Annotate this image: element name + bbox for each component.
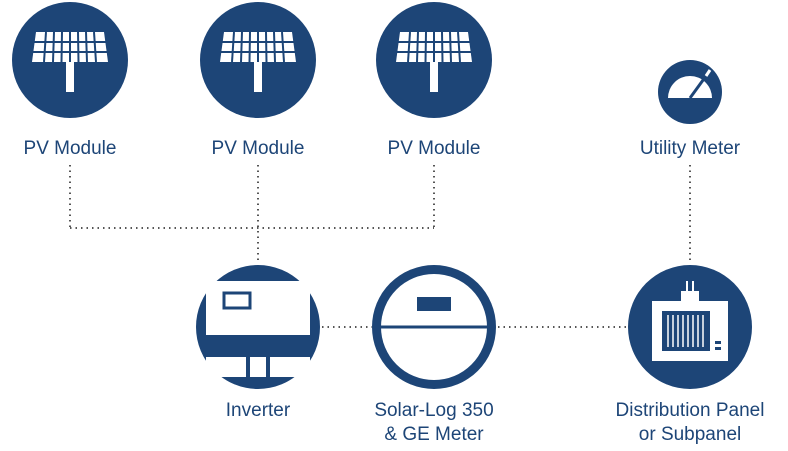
node-label: or Subpanel bbox=[639, 424, 741, 445]
node-label: & GE Meter bbox=[384, 424, 484, 445]
node-label: Inverter bbox=[226, 400, 291, 421]
distribution-panel-icon bbox=[628, 265, 752, 389]
pv-module-icon bbox=[200, 2, 316, 118]
utility-meter-icon bbox=[658, 60, 722, 124]
node-label: PV Module bbox=[388, 138, 481, 159]
solar-log-icon bbox=[372, 265, 496, 389]
inverter-icon bbox=[196, 265, 320, 389]
node-label: PV Module bbox=[212, 138, 305, 159]
node-label: Utility Meter bbox=[640, 138, 741, 159]
pv-module-icon bbox=[376, 2, 492, 118]
node-label: Distribution Panel bbox=[616, 400, 765, 421]
connectors bbox=[69, 165, 691, 328]
node-label: Solar-Log 350 bbox=[374, 400, 493, 421]
node-label: PV Module bbox=[24, 138, 117, 159]
pv-module-icon bbox=[12, 2, 128, 118]
